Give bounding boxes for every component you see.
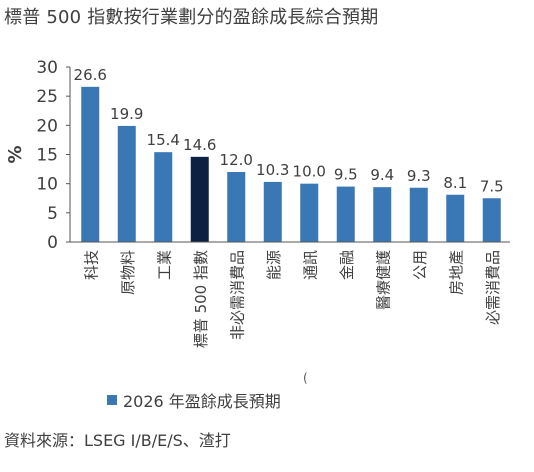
stray-mark: ( — [303, 371, 308, 385]
data-label: 10.3 — [256, 161, 289, 179]
legend-label: 2026 年盈餘成長預期 — [123, 392, 281, 411]
bar — [373, 187, 392, 242]
y-tick-label: 15 — [36, 146, 58, 166]
value-labels: 26.6 19.915.4 14.612.010.3 10.0 9.5 9.4 9.3 8.1… — [74, 66, 504, 195]
y-tick-label: 10 — [36, 175, 58, 195]
y-axis-title: % — [5, 145, 26, 163]
y-tick-label: 20 — [36, 116, 58, 136]
bar — [336, 186, 355, 242]
bar — [409, 187, 428, 242]
source-note: 資料來源：LSEG I/B/E/S、渣打 — [4, 431, 231, 450]
data-label: 14.6 — [183, 136, 216, 154]
x-tick-label: 必需消費品 — [484, 250, 502, 325]
y-tick-label: 25 — [36, 87, 58, 107]
bar — [190, 156, 209, 242]
data-label: 9.5 — [334, 166, 358, 184]
y-tick-label: 0 — [47, 233, 58, 253]
x-tick-label: 通訊 — [301, 250, 319, 280]
x-tick-label: 非必需消費品 — [228, 250, 246, 340]
legend-swatch — [107, 395, 117, 405]
data-label: 8.1 — [443, 174, 467, 192]
bar — [81, 86, 100, 242]
x-axis: 科技 原物料 工業 標普 500 指數 非必需消費品 能源 通訊 金融 醫療健護 公用 房地產 必需消… — [70, 241, 510, 348]
bar — [446, 194, 465, 242]
x-tick-label: 公用 — [411, 250, 429, 280]
data-label: 10.0 — [293, 163, 326, 181]
x-tick-label: 能源 — [265, 250, 283, 280]
bar — [482, 198, 501, 242]
bar — [154, 152, 173, 242]
data-label: 9.4 — [370, 166, 394, 184]
y-tick-label: 30 — [36, 58, 58, 78]
x-tick-label: 醫療健護 — [374, 250, 392, 310]
bars — [81, 86, 501, 242]
bar — [300, 183, 319, 242]
bar-chart: 0 5 10 15 20 25 30% 26.6 19.915.4 14.612.010.3 10… — [5, 58, 510, 348]
data-label: 9.3 — [407, 167, 431, 185]
data-label: 15.4 — [147, 131, 180, 149]
bar — [117, 125, 136, 242]
data-label: 12.0 — [220, 151, 253, 169]
y-tick-label: 5 — [47, 204, 58, 224]
legend: 2026 年盈餘成長預期 — [107, 388, 281, 412]
data-label: 7.5 — [480, 177, 504, 195]
x-tick-label: 科技 — [82, 250, 100, 280]
x-tick-label: 工業 — [155, 250, 173, 280]
data-label: 26.6 — [74, 66, 107, 84]
chart-title: 標普 500 指數按行業劃分的盈餘成長綜合預期 — [4, 7, 379, 28]
bar — [227, 172, 246, 242]
data-label: 19.9 — [110, 105, 143, 123]
bar — [263, 181, 282, 242]
x-tick-label: 原物料 — [119, 250, 137, 295]
x-tick-label: 金融 — [338, 250, 356, 280]
y-axis: 0 5 10 15 20 25 30% — [5, 58, 71, 253]
x-tick-label: 標普 500 指數 — [192, 250, 210, 348]
x-tick-label: 房地產 — [447, 250, 465, 295]
